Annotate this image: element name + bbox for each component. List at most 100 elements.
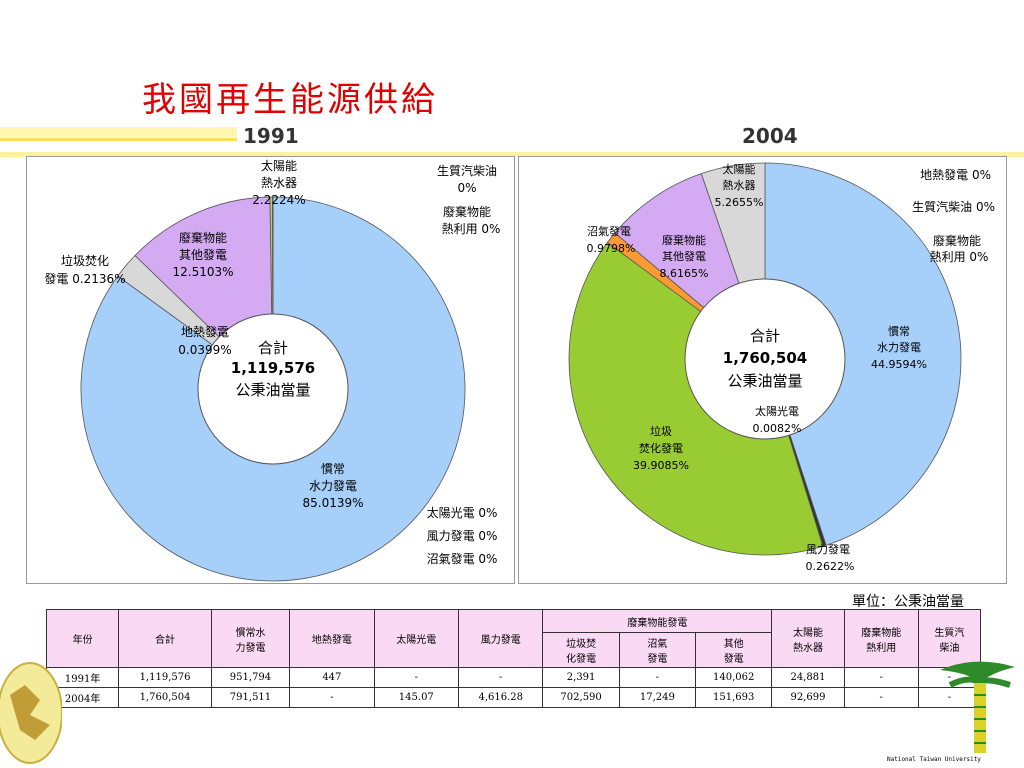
cell: 1,760,504 <box>118 687 212 708</box>
label-biodiesel-2004: 生質汽柴油 0% <box>912 199 995 214</box>
label-zero-1991: 沼氣發電 0% <box>427 551 498 566</box>
cell: 702,590 <box>542 687 620 708</box>
label-zero-1991: 風力發電 0% <box>427 528 498 543</box>
year-label-2004: 2004 <box>742 124 798 148</box>
cell: 145.07 <box>373 687 460 708</box>
header-hydro: 慣常水 力發電 <box>210 609 291 668</box>
label-zero-1991: 太陽光電 0% <box>427 505 498 520</box>
cell: 1991年 <box>45 667 120 688</box>
header-other: 其他 發電 <box>695 632 773 668</box>
label-waste-heat-2004: 熱利用 0% <box>930 250 989 264</box>
center-hole-2004 <box>684 278 846 440</box>
palm-tree-logo <box>940 661 1015 753</box>
cell: 24,881 <box>771 667 845 688</box>
header-waste-power: 廢棄物能發電 <box>542 609 773 633</box>
title-accent-line <box>0 138 237 141</box>
center-unit-1991: 公秉油當量 <box>235 381 310 399</box>
cell: 447 <box>289 667 375 688</box>
header-waste-heat: 廢棄物能 熱利用 <box>843 609 919 668</box>
label-incineration-2004: 垃圾 <box>650 424 672 438</box>
table-row: 2004年 1,760,504 791,511 - 145.07 4,616.2… <box>45 687 982 708</box>
label-biodiesel-1991: 生質汽柴油 <box>437 163 497 178</box>
label-incineration-1991: 垃圾焚化 <box>61 253 109 268</box>
label-waste-other-1991: 廢棄物能 <box>179 230 227 245</box>
cell: - <box>843 687 919 708</box>
label-geothermal-1991: 地熱發電 <box>181 324 229 339</box>
cell: 791,511 <box>210 687 291 708</box>
header-year: 年份 <box>45 609 120 668</box>
cell: - <box>843 667 919 688</box>
label-solar-pv-2004: 太陽光電 <box>755 404 799 418</box>
chart-panel-1991: 合計 1,119,576 公秉油當量 太陽能 熱水器 2.2224% 生質汽柴油… <box>26 156 515 584</box>
label-hydro-2004: 水力發電 <box>877 340 921 354</box>
label-incineration-1991: 發電 0.2136% <box>44 271 125 286</box>
header-incineration: 垃圾焚 化發電 <box>542 632 620 668</box>
header-wind: 風力發電 <box>458 609 544 668</box>
cell: 17,249 <box>618 687 697 708</box>
cell: 140,062 <box>695 667 773 688</box>
table-row: 1991年 1,119,576 951,794 447 - - 2,391 - … <box>45 667 982 688</box>
center-unit-2004: 公秉油當量 <box>727 372 802 390</box>
footer-university-name: National Taiwan University <box>887 756 981 763</box>
label-waste-heat-1991: 廢棄物能 <box>443 204 491 219</box>
label-biogas-2004: 0.9798% <box>587 242 636 255</box>
center-label-2004: 合計 <box>750 327 780 345</box>
cell: 4,616.28 <box>458 687 544 708</box>
label-waste-other-2004: 8.6165% <box>660 267 709 280</box>
label-waste-other-2004: 其他發電 <box>662 249 706 263</box>
label-incineration-2004: 焚化發電 <box>639 441 683 455</box>
cell: 151,693 <box>695 687 773 708</box>
page-title: 我國再生能源供給 <box>142 80 438 120</box>
label-geothermal-2004: 地熱發電 0% <box>920 167 991 182</box>
chart-panel-2004: 合計 1,760,504 公秉油當量 太陽能 熱水器 5.2655% 地熱發電 … <box>518 156 1007 584</box>
cell: - <box>458 667 544 688</box>
label-waste-other-2004: 廢棄物能 <box>662 233 706 247</box>
label-hydro-2004: 慣常 <box>888 324 910 338</box>
pie-chart-1991: 合計 1,119,576 公秉油當量 太陽能 熱水器 2.2224% 生質汽柴油… <box>44 158 501 582</box>
center-hole-1991 <box>197 313 349 465</box>
center-label-1991: 合計 <box>258 339 288 357</box>
label-incineration-2004: 39.9085% <box>633 459 689 472</box>
label-solar-heater-2004: 熱水器 <box>723 179 756 192</box>
label-solar-heater-1991: 熱水器 <box>261 176 297 190</box>
label-hydro-1991: 慣常 <box>321 461 345 476</box>
label-biodiesel-1991: 0% <box>457 181 476 195</box>
header-biodiesel: 生質汽 柴油 <box>917 609 982 668</box>
cell: 1,119,576 <box>118 667 212 688</box>
header-geothermal: 地熱發電 <box>289 609 375 668</box>
cell: 2,391 <box>542 667 620 688</box>
label-geothermal-1991: 0.0399% <box>178 343 231 357</box>
year-label-1991: 1991 <box>243 124 299 148</box>
header-solar-pv: 太陽光電 <box>373 609 460 668</box>
header-solar-heater: 太陽能 熱水器 <box>771 609 845 668</box>
header-biogas: 沼氣 發電 <box>618 632 697 668</box>
label-wind-2004: 風力發電 <box>806 542 850 556</box>
header-divider <box>0 152 1024 157</box>
pie-slice-0 <box>764 162 962 546</box>
unit-note: 單位：公秉油當量 <box>852 594 964 610</box>
cell: - <box>917 687 982 708</box>
label-wind-2004: 0.2622% <box>806 560 855 573</box>
label-hydro-1991: 水力發電 <box>309 478 357 493</box>
center-total-2004: 1,760,504 <box>723 349 807 367</box>
cell: 2004年 <box>45 687 120 708</box>
label-waste-other-1991: 其他發電 <box>179 247 227 262</box>
header-total: 合計 <box>118 609 212 668</box>
label-waste-heat-1991: 熱利用 0% <box>442 222 501 236</box>
energy-data-table: 年份 合計 慣常水 力發電 地熱發電 太陽光電 風力發電 廢棄物能發電 太陽能 熱水… <box>45 609 982 708</box>
label-solar-heater-1991: 2.2224% <box>252 193 305 207</box>
label-hydro-2004: 44.9594% <box>871 358 927 371</box>
cell: 92,699 <box>771 687 845 708</box>
cell: - <box>618 667 697 688</box>
pie-chart-2004: 合計 1,760,504 公秉油當量 太陽能 熱水器 5.2655% 地熱發電 … <box>568 162 995 573</box>
cell: 951,794 <box>210 667 291 688</box>
label-hydro-1991: 85.0139% <box>302 496 363 510</box>
label-solar-heater-2004: 太陽能 <box>723 162 756 176</box>
label-waste-heat-2004: 廢棄物能 <box>933 233 981 248</box>
label-solar-heater-1991: 太陽能 <box>261 158 297 173</box>
label-biogas-2004: 沼氣發電 <box>587 224 631 238</box>
title-accent-bar <box>0 127 237 137</box>
cell: - <box>289 687 375 708</box>
center-total-1991: 1,119,576 <box>231 359 315 377</box>
label-solar-pv-2004: 0.0082% <box>753 422 802 435</box>
